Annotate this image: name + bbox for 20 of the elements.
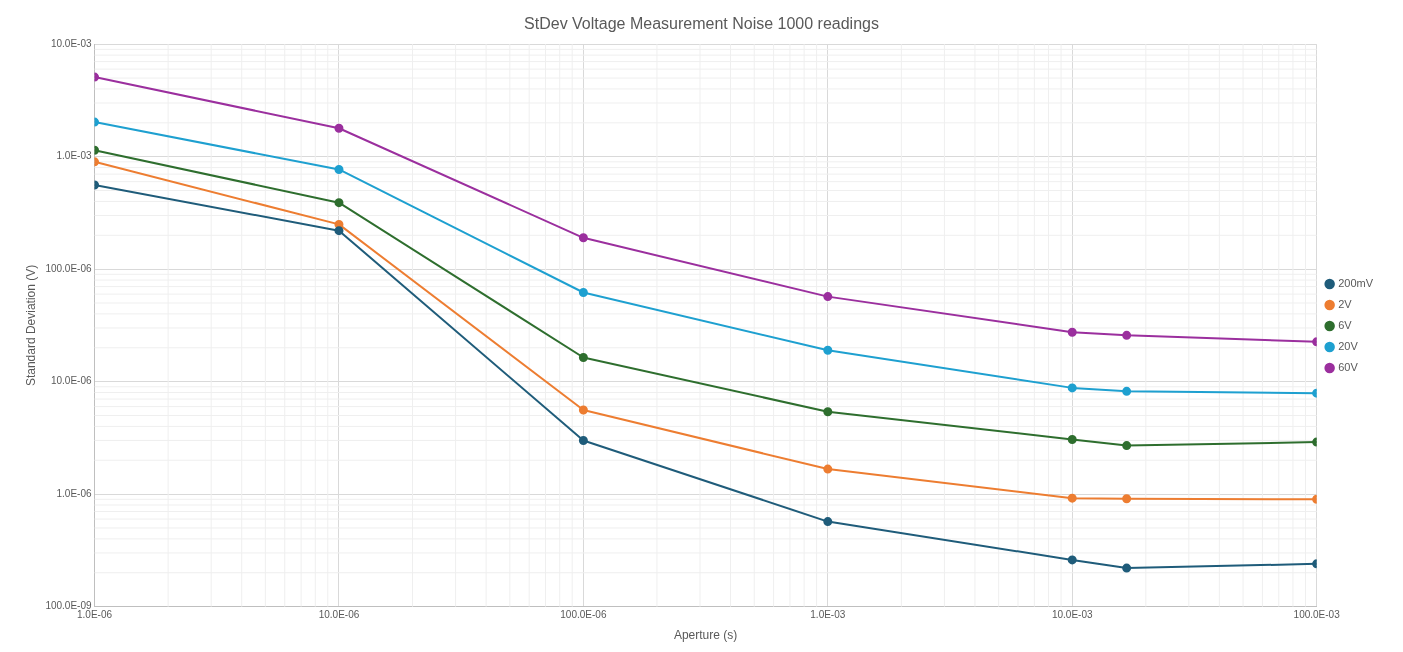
x-tick-label: 100.0E-06: [560, 609, 607, 621]
y-tick-label: 100.0E-09: [45, 600, 92, 612]
legend-label: 20V: [1338, 340, 1359, 353]
y-tick-label: 10.0E-03: [50, 37, 92, 49]
y-tick-label: 1.0E-03: [56, 150, 92, 162]
y-tick-label: 10.0E-06: [50, 375, 92, 387]
x-tick-label: 10.0E-06: [318, 609, 360, 621]
legend-label: 60V: [1338, 361, 1359, 374]
legend-label: 6V: [1338, 319, 1353, 332]
y-axis-title: Standard Deviation (V): [23, 264, 38, 387]
x-axis-title: Aperture (s): [673, 628, 738, 643]
x-tick-label: 10.0E-03: [1051, 609, 1093, 621]
legend-label: 200mV: [1338, 277, 1374, 290]
x-tick-label: 1.0E-06: [77, 609, 113, 621]
y-tick-label: 1.0E-06: [56, 487, 92, 499]
chart-title: StDev Voltage Measurement Noise 1000 readings: [524, 15, 879, 33]
x-tick-label: 1.0E-03: [810, 609, 846, 621]
x-tick-label: 100.0E-03: [1293, 609, 1341, 621]
legend-label: 2V: [1338, 298, 1353, 311]
y-tick-label: 100.0E-06: [45, 262, 92, 274]
